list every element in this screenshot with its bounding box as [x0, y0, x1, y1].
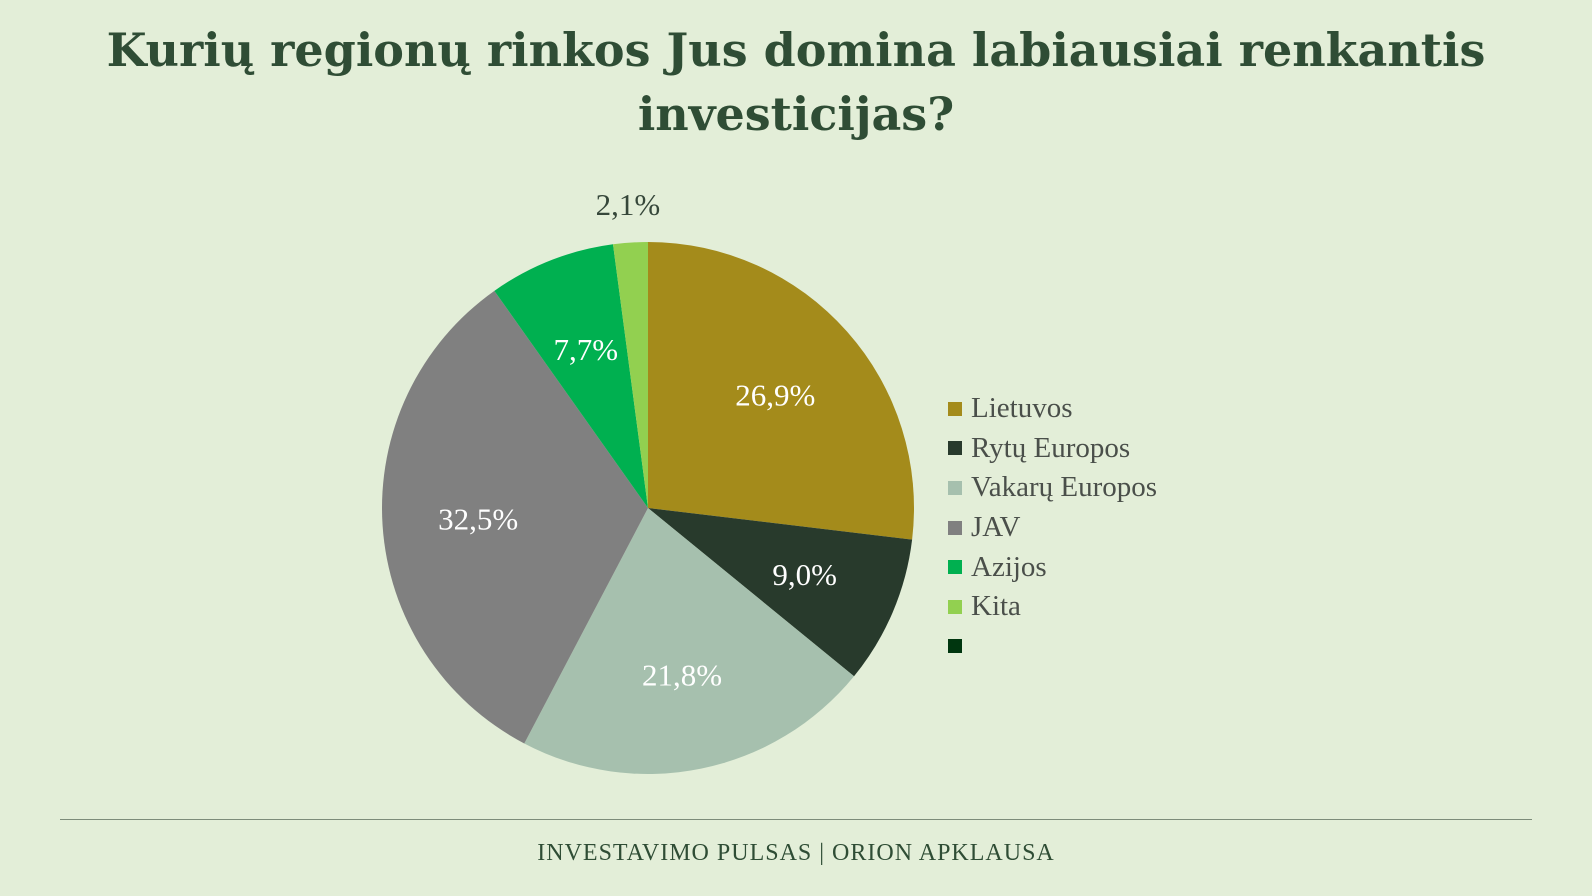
legend-label: Vakarų Europos: [971, 471, 1158, 504]
chart-legend: Lietuvos Rytų Europos Vakarų Europos JAV Azi…: [948, 389, 1157, 666]
data-label-jav: 32,5%: [438, 502, 518, 537]
legend-swatch: [948, 401, 962, 416]
legend-item-azijos: Azijos: [948, 547, 1157, 587]
legend-swatch: [948, 480, 962, 495]
legend-swatch: [948, 441, 962, 456]
legend-label: JAV: [971, 511, 1021, 544]
footer-divider: [60, 819, 1532, 820]
legend-item-lietuvos: Lietuvos: [948, 389, 1157, 429]
legend-swatch: [948, 639, 962, 654]
chart-title: Kurių regionų rinkos Jus domina labiausi…: [40, 18, 1552, 146]
legend-item-item-6: [948, 627, 1157, 667]
legend-label: Kita: [971, 590, 1021, 623]
data-label-rytu-europos: 9,0%: [772, 557, 837, 592]
legend-swatch: [948, 560, 962, 575]
pie-slice-vakaru-europos: [524, 508, 855, 775]
chart-title-line-1: Kurių regionų rinkos Jus domina labiausi…: [106, 23, 1486, 77]
legend-swatch: [948, 599, 962, 614]
legend-item-kita: Kita: [948, 587, 1157, 627]
data-label-lietuvos: 26,9%: [735, 378, 815, 413]
legend-label: Azijos: [971, 550, 1047, 583]
pie-slice-lietuvos: [648, 242, 914, 540]
pie-slice-rytu-europos: [648, 508, 913, 677]
legend-item-rytu-europos: Rytų Europos: [948, 429, 1157, 469]
pie-slice-kita: [613, 242, 648, 508]
legend-label: Lietuvos: [971, 392, 1073, 425]
legend-swatch: [948, 520, 962, 535]
data-label-vakaru-europos: 21,8%: [642, 657, 722, 692]
data-label-azijos: 7,7%: [554, 332, 619, 367]
chart-title-line-2: investicijas?: [637, 87, 955, 141]
legend-item-jav: JAV: [948, 508, 1157, 548]
legend-item-vakaru-europos: Vakarų Europos: [948, 468, 1157, 508]
footer-source: INVESTAVIMO PULSAS | ORION APKLAUSA: [537, 840, 1055, 866]
pie-slice-jav: [381, 290, 648, 744]
pie-slice-azijos: [494, 244, 648, 508]
legend-label: Rytų Europos: [971, 431, 1131, 464]
data-label-kita: 2,1%: [596, 187, 661, 222]
